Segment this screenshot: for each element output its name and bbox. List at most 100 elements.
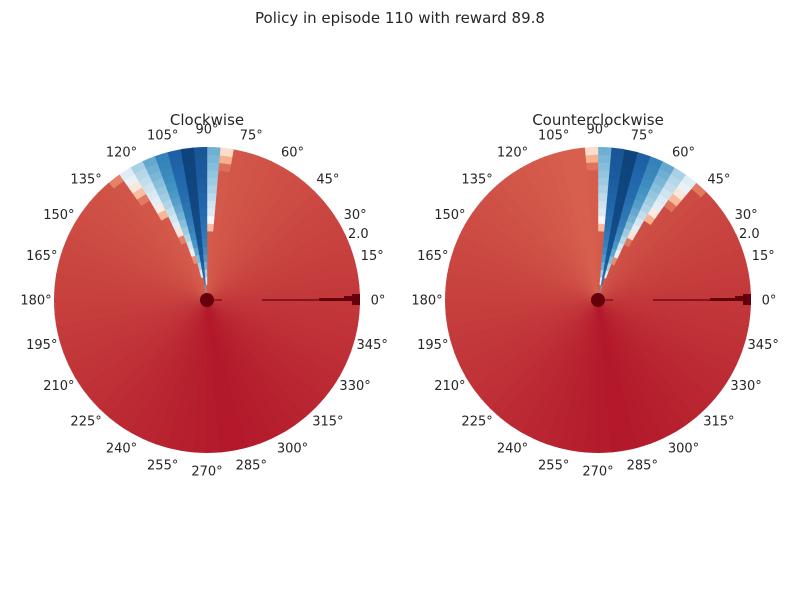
theta-tick-label: 75° bbox=[240, 128, 263, 143]
heatmap-cell bbox=[596, 215, 606, 225]
heatmap-cell bbox=[597, 230, 605, 240]
heatmap-cell bbox=[114, 291, 124, 302]
heatmap-cell bbox=[54, 286, 63, 302]
subplot-title: Clockwise bbox=[170, 111, 244, 129]
heatmap-cell bbox=[205, 147, 221, 156]
heatmap-cell bbox=[589, 383, 600, 393]
heatmap-cell bbox=[244, 299, 254, 305]
theta-tick-label: 270° bbox=[582, 465, 613, 480]
heatmap-cell bbox=[99, 290, 109, 302]
heatmap-cell bbox=[60, 287, 71, 302]
theta-tick-label: 150° bbox=[43, 208, 74, 223]
theta-tick-label: 105° bbox=[538, 128, 569, 143]
figure-suptitle: Policy in episode 110 with reward 89.8 bbox=[255, 9, 545, 27]
heatmap-cell bbox=[596, 176, 609, 186]
heatmap-cell bbox=[587, 406, 600, 416]
theta-tick-label: 195° bbox=[417, 338, 448, 353]
heatmap-cell bbox=[591, 360, 599, 370]
center-marker bbox=[200, 293, 214, 307]
heatmap-cell bbox=[451, 287, 462, 302]
theta-tick-label: 300° bbox=[668, 442, 699, 457]
heatmap-cell bbox=[596, 207, 607, 217]
theta-tick-label: 45° bbox=[707, 173, 730, 188]
heatmap-cell bbox=[597, 245, 603, 255]
heatmap-cell bbox=[596, 147, 612, 156]
heatmap-cell bbox=[635, 299, 645, 305]
r-axis-marker-bar bbox=[710, 298, 735, 301]
theta-tick-label: 270° bbox=[191, 465, 222, 480]
theta-tick-label: 225° bbox=[461, 414, 492, 429]
heatmap-cell bbox=[205, 153, 220, 164]
heatmap-cell bbox=[513, 292, 523, 302]
polar-panel-counterclockwise: 0°15°30°45°60°75°90°105°120°135°150°165°… bbox=[411, 111, 779, 480]
heatmap-cell bbox=[252, 299, 262, 305]
heatmap-cell bbox=[591, 368, 600, 378]
theta-tick-label: 30° bbox=[735, 208, 758, 223]
heatmap-cell bbox=[201, 353, 208, 362]
heatmap-cell bbox=[520, 293, 530, 302]
heatmap-cell bbox=[585, 436, 600, 447]
heatmap-cell bbox=[590, 375, 600, 385]
theta-tick-label: 285° bbox=[236, 459, 267, 474]
heatmap-cells bbox=[54, 147, 360, 453]
heatmap-cell bbox=[589, 391, 600, 401]
heatmap-cell bbox=[596, 161, 611, 171]
heatmap-cell bbox=[596, 192, 608, 202]
heatmap-cell bbox=[596, 222, 605, 232]
heatmap-cell bbox=[474, 289, 484, 302]
theta-tick-label: 135° bbox=[70, 173, 101, 188]
theta-tick-label: 0° bbox=[762, 294, 777, 309]
theta-tick-label: 240° bbox=[497, 442, 528, 457]
polar-panel-clockwise: 0° 15° 30° 45° 60° 75° 90° 105° 120° 135° 150° 165°… bbox=[20, 111, 388, 480]
heatmap-cell bbox=[199, 375, 209, 385]
theta-tick-label: 0° bbox=[371, 294, 386, 309]
theta-tick-label: 255° bbox=[147, 459, 178, 474]
theta-tick-label: 300° bbox=[277, 442, 308, 457]
heatmap-cell bbox=[597, 238, 604, 247]
heatmap-cell bbox=[205, 176, 218, 186]
theta-tick-label: 105° bbox=[147, 128, 178, 143]
heatmap-cell bbox=[198, 391, 209, 401]
heatmap-cell bbox=[584, 444, 600, 453]
heatmap-cell bbox=[205, 222, 214, 232]
r-axis-marker-bar bbox=[735, 296, 743, 301]
heatmap-cell bbox=[740, 310, 751, 327]
heatmap-cell bbox=[122, 292, 132, 302]
heatmap-cell bbox=[202, 345, 208, 355]
heatmap-cell bbox=[445, 273, 456, 290]
theta-tick-label: 150° bbox=[434, 208, 465, 223]
theta-tick-label: 165° bbox=[26, 249, 57, 264]
theta-tick-label: 30° bbox=[344, 208, 367, 223]
heatmap-cell bbox=[83, 289, 93, 302]
theta-tick-label: 210° bbox=[434, 379, 465, 394]
heatmap-cell bbox=[106, 291, 116, 302]
theta-tick-label: 75° bbox=[631, 128, 654, 143]
theta-tick-label: 60° bbox=[672, 145, 695, 160]
heatmap-cell bbox=[643, 299, 653, 305]
theta-tick-label: 135° bbox=[461, 173, 492, 188]
theta-tick-label: 240° bbox=[106, 442, 137, 457]
heatmap-cell bbox=[571, 442, 588, 453]
theta-tick-label: 60° bbox=[281, 145, 304, 160]
theta-tick-label: 315° bbox=[312, 414, 343, 429]
heatmap-cell bbox=[596, 184, 609, 194]
heatmap-cell bbox=[197, 398, 209, 408]
theta-tick-label: 120° bbox=[497, 145, 528, 160]
heatmap-cell bbox=[206, 245, 212, 255]
theta-tick-label: 210° bbox=[43, 379, 74, 394]
heatmap-cell bbox=[198, 383, 209, 393]
heatmap-cell bbox=[205, 169, 219, 179]
heatmap-cell bbox=[206, 230, 214, 240]
heatmap-cell bbox=[196, 414, 209, 424]
theta-tick-label: 285° bbox=[627, 459, 658, 474]
theta-tick-label: 330° bbox=[339, 379, 370, 394]
heatmap-cell bbox=[196, 406, 209, 416]
heatmap-cell bbox=[200, 368, 209, 378]
center-marker bbox=[591, 293, 605, 307]
theta-tick-label: 120° bbox=[106, 145, 137, 160]
heatmap-cell bbox=[206, 238, 213, 247]
r-axis-marker-end bbox=[352, 294, 360, 305]
heatmap-cell bbox=[596, 153, 611, 164]
heatmap-cell bbox=[145, 294, 154, 301]
